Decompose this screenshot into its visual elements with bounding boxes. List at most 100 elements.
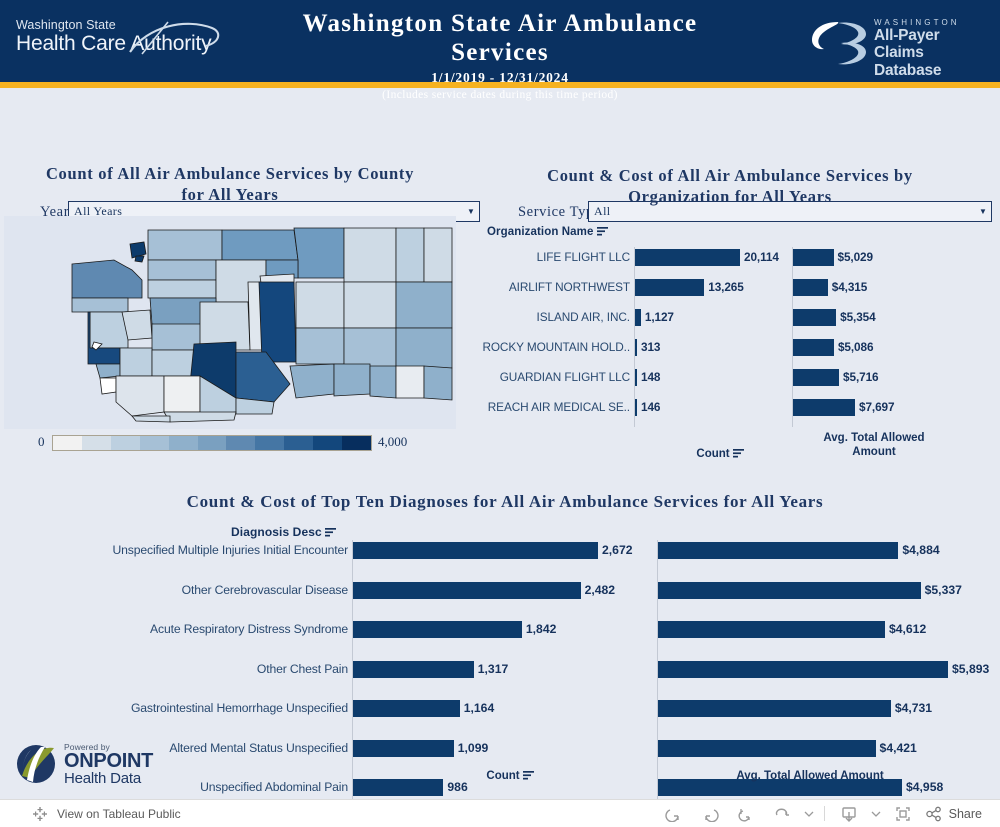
count-bar[interactable] [353, 700, 460, 717]
apcd-wordmark: WASHINGTON All-Payer Claims Database [874, 18, 986, 79]
sort-icon[interactable] [522, 771, 534, 780]
dx-cost-axis-label: Avg. Total Allowed Amount [736, 770, 884, 782]
county-clallam [71, 259, 143, 299]
legend-step-0 [53, 436, 82, 450]
org-category-header[interactable]: Organization Name [487, 226, 608, 238]
redo-icon[interactable] [692, 801, 728, 827]
dashboard-title-block: Washington State Air Ambulance Services … [250, 10, 750, 101]
count-bar[interactable] [635, 249, 740, 266]
view-on-tableau-public-link[interactable]: View on Tableau Public [32, 806, 181, 822]
cost-value: $5,354 [840, 310, 876, 324]
chevron-down-icon[interactable]: ▼ [979, 207, 987, 216]
county-ferry [343, 227, 397, 283]
apcd-line1: All-Payer [874, 27, 940, 44]
dx-category-header-label: Diagnosis Desc [231, 525, 322, 539]
count-bar[interactable] [635, 399, 637, 416]
count-bar[interactable] [353, 660, 474, 678]
county-douglas-n [265, 259, 299, 279]
cost-bar[interactable] [793, 309, 837, 326]
count-bar[interactable] [635, 339, 637, 356]
fullscreen-icon[interactable] [885, 801, 921, 827]
row-label: LIFE FLIGHT LLC [536, 250, 630, 264]
cost-value: $4,958 [905, 780, 944, 794]
org-title-line1: Count & Cost of All Air Ambulance Servic… [547, 166, 913, 185]
undo-icon[interactable] [656, 801, 692, 827]
cost-bar[interactable] [658, 660, 948, 678]
county-columbia [369, 365, 397, 399]
dx-category-header[interactable]: Diagnosis Desc [231, 525, 336, 539]
refresh-icon[interactable] [764, 801, 800, 827]
cost-bar[interactable] [658, 581, 921, 599]
dx-section-title: Count & Cost of Top Ten Diagnoses for Al… [186, 492, 824, 511]
sort-icon[interactable] [324, 528, 336, 537]
legend-step-10 [342, 436, 371, 450]
county-spokane [395, 281, 453, 329]
service-type-filter-value: All [594, 204, 611, 218]
onpoint-sub: Health Data [64, 770, 142, 787]
count-bar[interactable] [353, 779, 444, 796]
count-value: 986 [447, 780, 468, 794]
count-bar[interactable] [635, 369, 637, 386]
org-category-header-label: Organization Name [487, 226, 594, 238]
cost-bar[interactable] [658, 542, 899, 559]
dx-count-axis-label[interactable]: Count [450, 769, 570, 783]
county-san-juan-2 [134, 255, 145, 263]
cost-bar[interactable] [658, 700, 891, 717]
count-bar[interactable] [353, 542, 598, 559]
chevron-down-icon[interactable]: ▼ [467, 207, 475, 216]
download-dropdown-icon[interactable] [867, 801, 885, 827]
water-gap [91, 341, 103, 351]
map-section-title: Count of All Air Ambulance Services by C… [4, 164, 456, 205]
org-count-axis-text: Count [696, 448, 730, 460]
county-lewis-w [115, 375, 165, 417]
tableau-logo-icon [33, 806, 47, 821]
cost-bar[interactable] [658, 621, 885, 638]
cost-bar[interactable] [793, 279, 828, 296]
county-spokane-n [343, 281, 397, 329]
sort-icon[interactable] [596, 227, 608, 236]
row-label: ISLAND AIR, INC. [536, 310, 631, 324]
cost-bar[interactable] [793, 399, 855, 416]
share-label: Share [948, 806, 982, 821]
legend-max-label: 4,000 [378, 434, 408, 449]
date-range: 1/1/2019 - 12/31/2024 [431, 69, 569, 85]
count-value: 1,127 [644, 310, 674, 324]
count-bar[interactable] [635, 279, 705, 296]
dx-count-axis-text: Count [486, 770, 520, 782]
count-bar[interactable] [635, 309, 641, 326]
count-bar[interactable] [353, 739, 454, 757]
county-skamania [163, 411, 237, 423]
cost-bar[interactable] [793, 249, 834, 266]
county-pend-oreille [423, 227, 453, 283]
county-okanogan [293, 227, 345, 279]
sort-icon[interactable] [732, 449, 744, 458]
count-bar[interactable] [353, 621, 522, 638]
download-icon[interactable] [831, 801, 867, 827]
county-cowlitz [163, 375, 201, 413]
cost-value: $4,884 [902, 543, 940, 557]
cost-bar[interactable] [793, 339, 834, 356]
row-label: AIRLIFT NORTHWEST [508, 280, 630, 294]
cost-bar[interactable] [658, 739, 876, 757]
cost-bar[interactable] [658, 779, 902, 796]
revert-icon[interactable] [728, 801, 764, 827]
count-bar[interactable] [353, 581, 581, 599]
apcd-logo: WASHINGTON All-Payer Claims Database [808, 16, 986, 79]
cost-bar[interactable] [793, 369, 840, 386]
county-choropleth-map[interactable] [4, 216, 456, 429]
toolbar-divider [823, 806, 825, 821]
service-type-filter-dropdown[interactable]: All ▼ [588, 201, 992, 222]
cost-value: $5,893 [952, 661, 990, 676]
county-benton [235, 351, 291, 403]
cost-value: $4,731 [894, 701, 933, 715]
refresh-dropdown-icon[interactable] [800, 801, 818, 827]
year-filter-value: All Years [74, 204, 123, 218]
legend-step-4 [168, 436, 198, 450]
hca-logo-line1: Washington State [16, 18, 116, 32]
filter-bar: Year All Years ▼ Service Type All ▼ [0, 94, 1000, 222]
county-mason [119, 347, 153, 377]
org-count-axis-label[interactable]: Count [660, 447, 780, 461]
service-type-filter-label: Service Type [518, 204, 601, 220]
water-bay [99, 377, 117, 395]
share-button[interactable]: Share [921, 806, 992, 822]
